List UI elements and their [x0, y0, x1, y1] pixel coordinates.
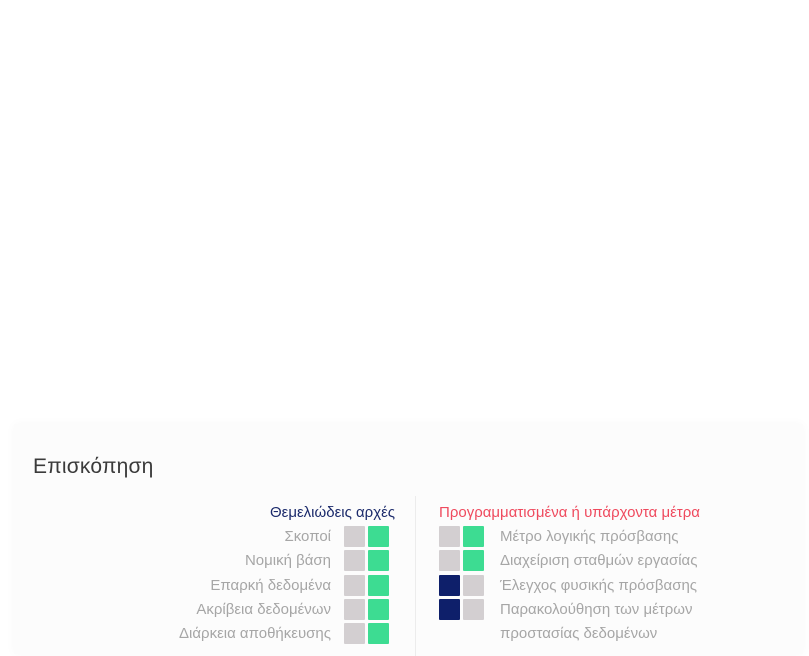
- measure-label: προστασίας δεδομένων: [500, 625, 658, 642]
- status-square: [344, 575, 365, 596]
- measure-row: Διαχείριση σταθμών εργασίας: [438, 550, 798, 572]
- measure-row: Έλεγχος φυσικής πρόσβασης: [438, 575, 798, 597]
- principle-row: Διάρκεια αποθήκευσης: [14, 623, 406, 645]
- principle-row: Σκοποί: [14, 526, 406, 548]
- principle-label: Διάρκεια αποθήκευσης: [179, 625, 331, 642]
- status-square: [368, 599, 389, 620]
- status-square: [439, 550, 460, 571]
- status-square: [439, 526, 460, 547]
- status-square: [368, 550, 389, 571]
- principle-label: Ακρίβεια δεδομένων: [196, 601, 331, 618]
- status-square: [344, 550, 365, 571]
- status-square: [344, 526, 365, 547]
- principle-label: Επαρκή δεδομένα: [210, 577, 331, 594]
- principle-row: Νομική βάση: [14, 550, 406, 572]
- principles-header: Θεμελιώδεις αρχές: [270, 504, 395, 521]
- measure-label: Έλεγχος φυσικής πρόσβασης: [500, 577, 698, 594]
- measure-label: Διαχείριση σταθμών εργασίας: [500, 552, 698, 569]
- measures-header: Προγραμματισμένα ή υπάρχοντα μέτρα: [439, 504, 700, 521]
- status-square: [439, 599, 460, 620]
- blank-content-area: [0, 0, 809, 420]
- status-square: [463, 575, 484, 596]
- principle-row: Ακρίβεια δεδομένων: [14, 599, 406, 621]
- status-square: [368, 526, 389, 547]
- principle-row: Επαρκή δεδομένα: [14, 575, 406, 597]
- measure-label: Μέτρο λογικής πρόσβασης: [500, 528, 679, 545]
- measure-label: Παρακολούθηση των μέτρων: [500, 601, 693, 618]
- status-square: [344, 599, 365, 620]
- panel-title: Επισκόπηση: [33, 455, 154, 478]
- overview-panel: Επισκόπηση Θεμελιώδεις αρχές Σκοποί Νομι…: [14, 424, 803, 656]
- status-square: [463, 526, 484, 547]
- column-divider: [415, 496, 416, 656]
- status-square: [439, 575, 460, 596]
- status-square: [463, 550, 484, 571]
- status-square: [463, 599, 484, 620]
- principle-label: Σκοποί: [284, 528, 331, 545]
- measure-row: Παρακολούθηση των μέτρων: [438, 599, 798, 621]
- principle-label: Νομική βάση: [244, 552, 331, 569]
- status-square: [368, 623, 389, 644]
- measure-row: Μέτρο λογικής πρόσβασης: [438, 526, 798, 548]
- measure-row-continuation: προστασίας δεδομένων: [438, 623, 798, 645]
- status-square: [368, 575, 389, 596]
- status-square: [344, 623, 365, 644]
